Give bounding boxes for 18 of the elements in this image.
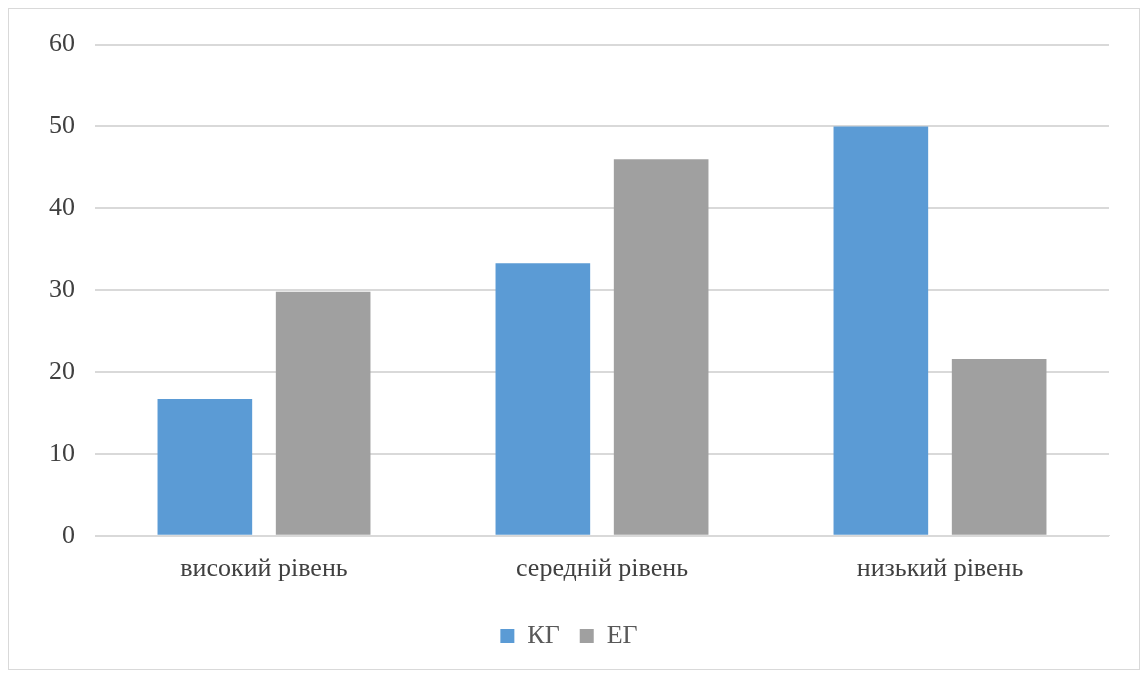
bar bbox=[275, 291, 371, 535]
bar bbox=[495, 263, 591, 535]
bar bbox=[613, 159, 709, 535]
bar bbox=[833, 126, 929, 535]
y-tick-label: 60 bbox=[49, 28, 75, 58]
y-tick-label: 20 bbox=[49, 355, 75, 385]
bar bbox=[157, 399, 253, 535]
x-tick-label: середній рівень bbox=[515, 553, 689, 583]
y-tick-label: 50 bbox=[49, 110, 75, 140]
y-tick-label: 40 bbox=[49, 192, 75, 222]
x-tick-label: високий рівень bbox=[180, 553, 348, 583]
y-tick-label: 30 bbox=[49, 274, 75, 304]
bar bbox=[951, 358, 1047, 535]
legend-label: КГ bbox=[527, 619, 560, 649]
x-tick-label: низький рівень bbox=[856, 553, 1024, 583]
legend-label: ЕГ bbox=[606, 619, 638, 649]
y-tick-label: 0 bbox=[62, 519, 75, 549]
y-tick-label: 10 bbox=[49, 437, 75, 467]
